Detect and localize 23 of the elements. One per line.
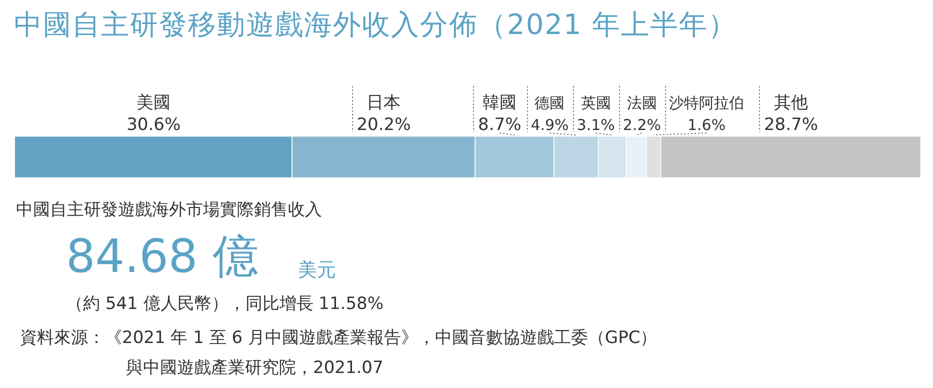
series-label: 沙特阿拉伯 [669, 94, 744, 112]
series-label: 德國 [534, 94, 565, 112]
series-label: 英國 [580, 94, 611, 112]
data-label: 3.1% [576, 116, 615, 134]
data-label: 1.6% [687, 116, 726, 134]
data-label: 20.2% [356, 115, 411, 135]
series-label: 法國 [626, 94, 657, 112]
series-label: 韓國 [482, 93, 517, 113]
series-label: 日本 [366, 93, 401, 113]
chart-title: 中國自主研發移動遊戲海外收入分佈（2021 年上半年） [14, 7, 738, 43]
source-note: 資料來源：《2021 年 1 至 6 月中國遊戲產業報告》，中國音數協遊戲工委（GPC） [20, 327, 658, 349]
data-label: 30.6% [126, 115, 181, 135]
data-label: 8.7% [478, 115, 522, 135]
text: （約 541 億人民幣），同比增長 11.58% [66, 293, 384, 315]
text: 中國自主研發遊戲海外市場實際銷售收入 [16, 199, 322, 221]
series-label: 其他 [774, 93, 808, 113]
text: 84.68 億 [66, 228, 258, 285]
text: 美元 [298, 258, 336, 283]
data-label: 2.2% [622, 116, 662, 134]
data-label: 4.9% [530, 116, 569, 134]
series-label: 美國 [136, 93, 171, 113]
text: 與中國遊戲產業研究院，2021.07 [126, 357, 384, 379]
data-label: 28.7% [764, 115, 818, 135]
